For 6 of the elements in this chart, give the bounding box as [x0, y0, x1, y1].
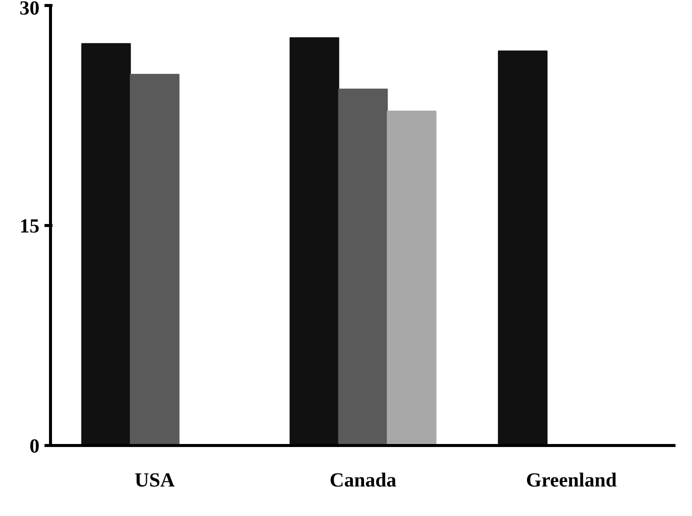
- y-tick-label: 30: [20, 0, 40, 20]
- y-tick-label: 0: [30, 436, 40, 458]
- x-tick-label: Greenland: [526, 470, 617, 492]
- x-tick-label: Canada: [330, 470, 396, 492]
- x-tick-label: USA: [134, 470, 176, 492]
- y-tick-label: 15: [20, 216, 40, 238]
